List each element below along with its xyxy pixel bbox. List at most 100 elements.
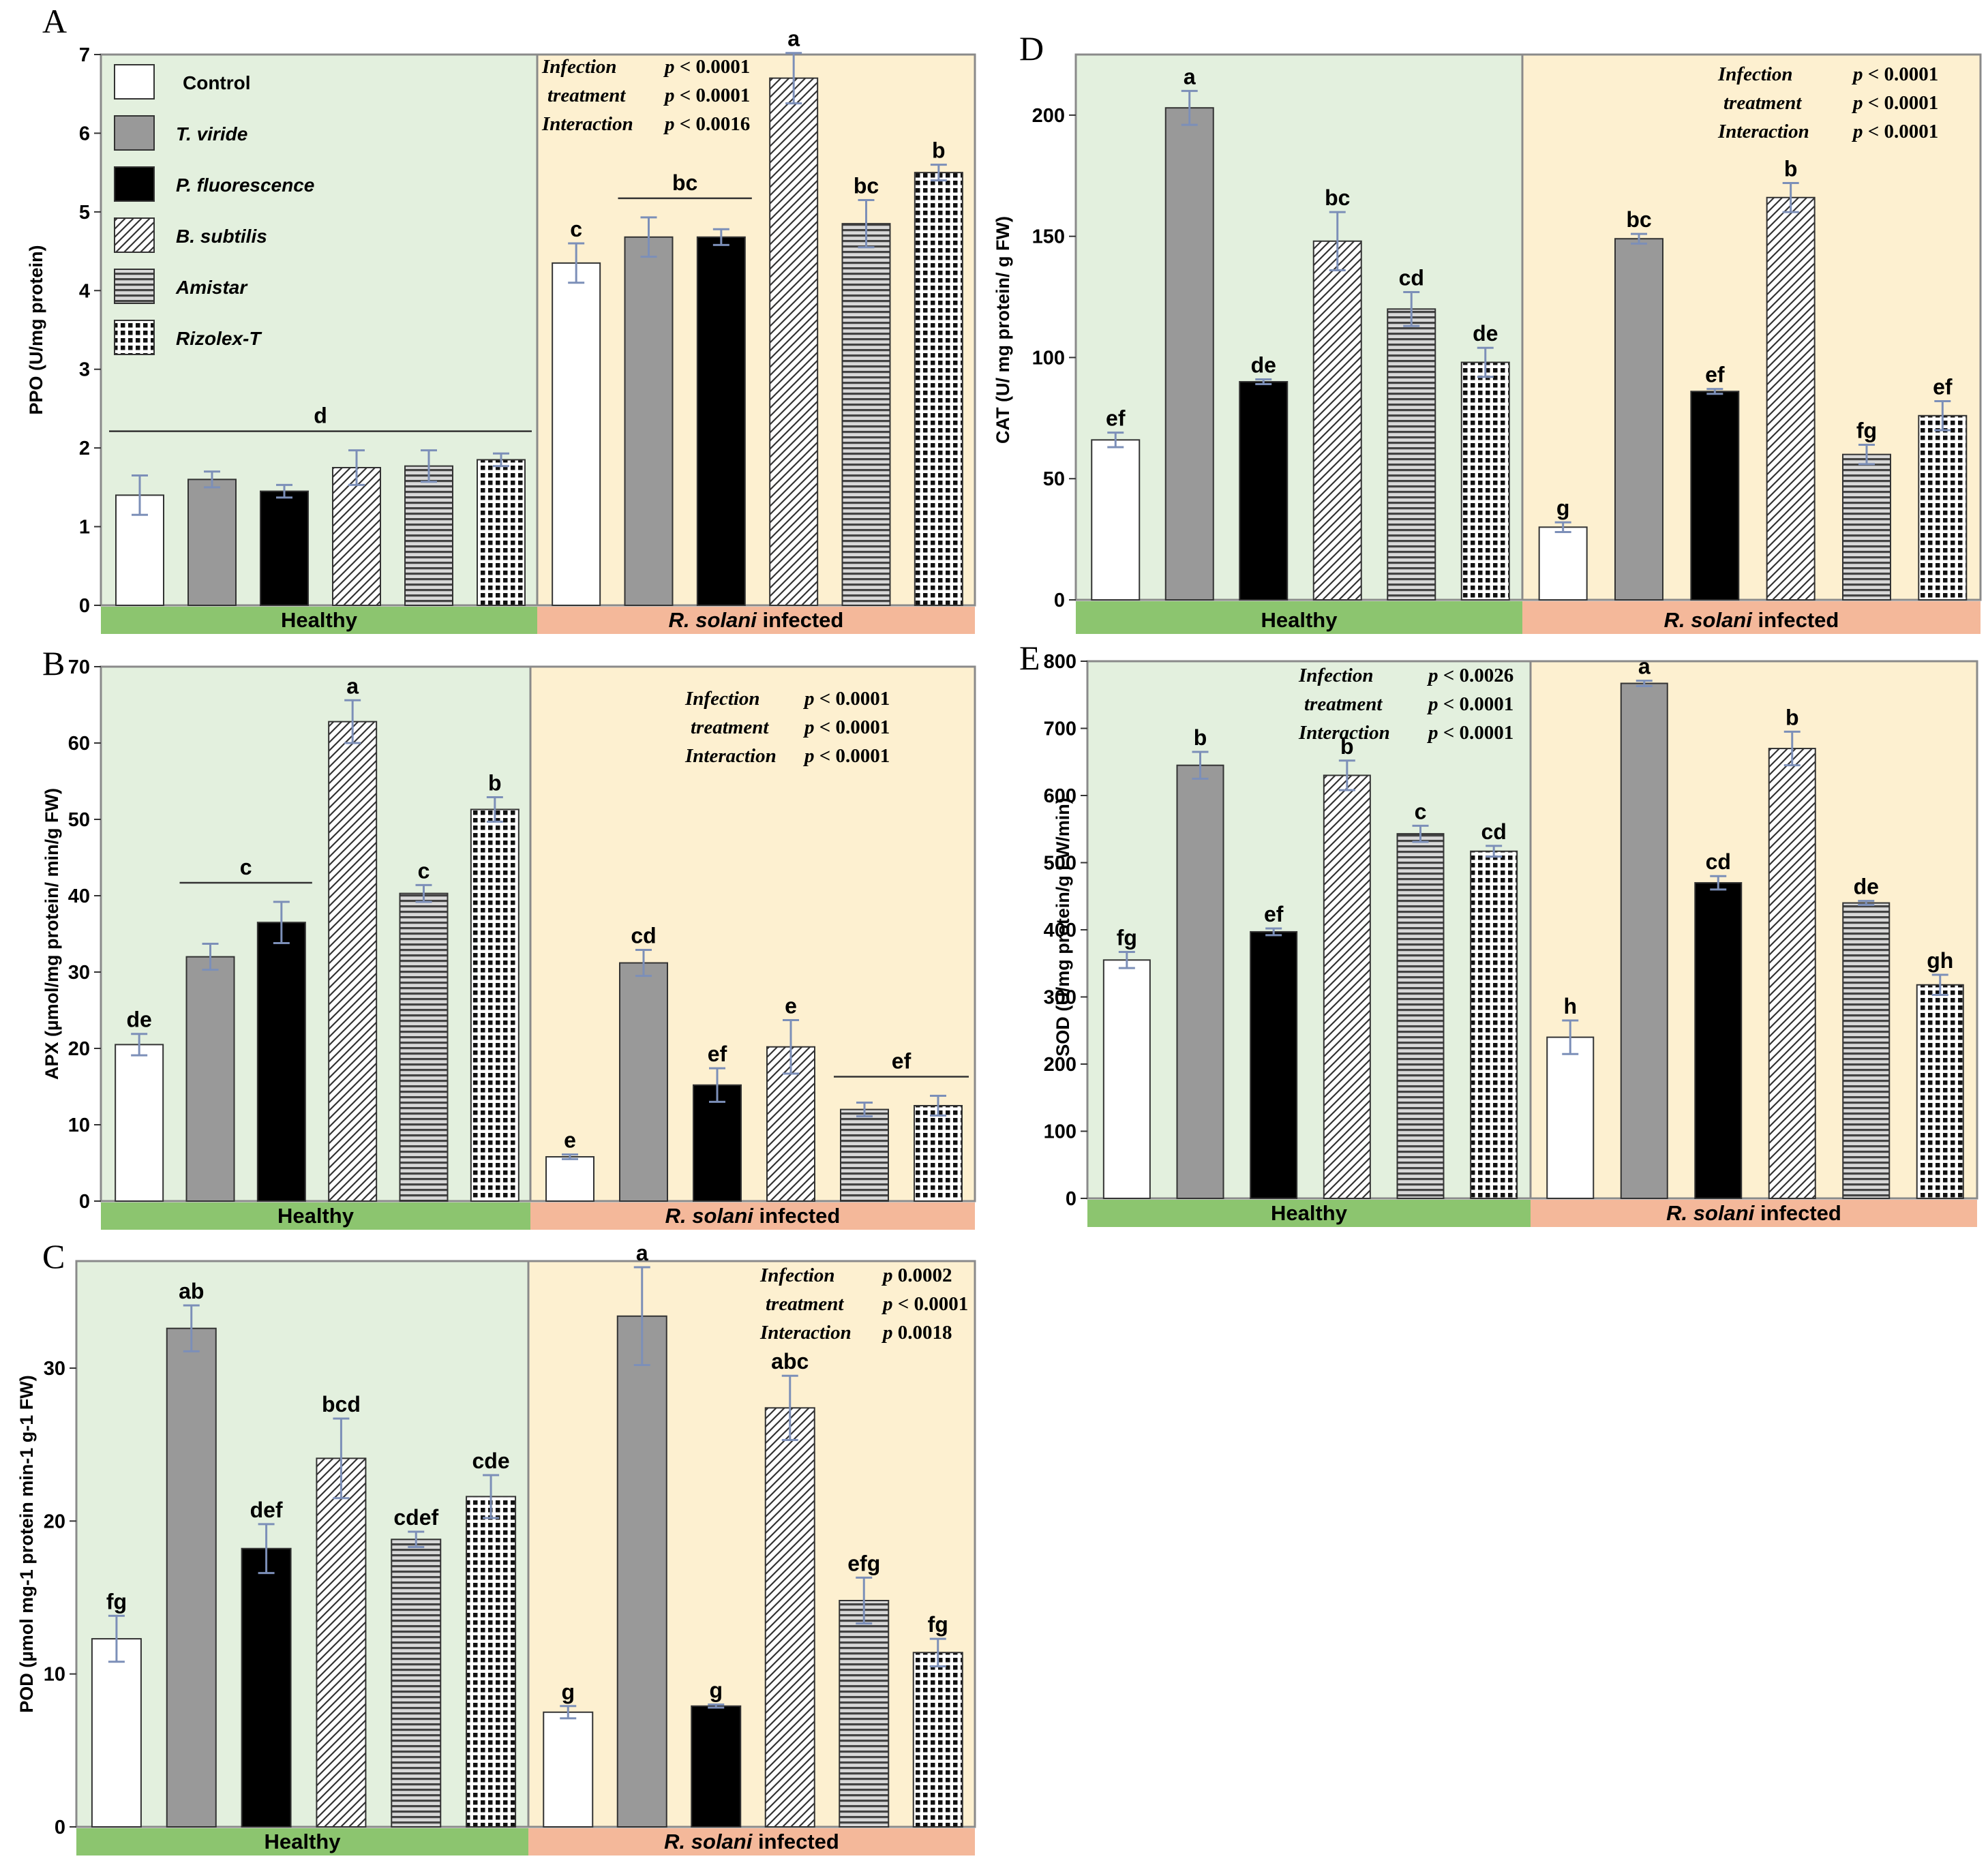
significance-letter: bc — [854, 174, 879, 198]
significance-letter: e — [564, 1128, 576, 1153]
panel-letter: E — [1019, 639, 1040, 677]
healthy-group-label: Healthy — [1271, 1201, 1348, 1225]
y-tick-label: 10 — [44, 1664, 65, 1686]
bar — [1396, 833, 1445, 1199]
y-tick-label: 0 — [79, 595, 90, 617]
y-tick-label: 7 — [79, 44, 90, 66]
y-tick-label: 700 — [1044, 718, 1076, 740]
significance-letter: de — [1473, 321, 1498, 346]
bar — [470, 808, 519, 1202]
infected-group-label: R. solani infected — [1666, 1201, 1841, 1225]
y-tick-label: 100 — [1044, 1121, 1076, 1143]
bar — [1918, 414, 1968, 601]
significance-letter: ef — [708, 1042, 727, 1066]
healthy-strip — [101, 1202, 530, 1230]
legend-swatch — [114, 269, 155, 304]
group-significance-letter: bc — [672, 170, 697, 195]
bar — [332, 467, 381, 606]
healthy-group-label: Healthy — [265, 1830, 342, 1853]
stat-term: treatment — [547, 85, 626, 106]
legend-swatch — [114, 217, 155, 253]
stat-value: p < 0.0001 — [663, 56, 750, 78]
stat-term: Interaction — [1717, 121, 1809, 142]
significance-letter: ab — [179, 1279, 204, 1303]
significance-letter: fg — [928, 1612, 948, 1637]
bar — [115, 1044, 164, 1202]
stat-term: treatment — [1304, 693, 1383, 715]
stat-value: p < 0.0001 — [1851, 63, 1938, 85]
bar — [914, 1105, 963, 1202]
y-axis-label: APX (µmol/mg protein/ min/g FW) — [42, 788, 62, 1080]
bar — [841, 223, 891, 606]
y-tick-label: 50 — [1043, 468, 1065, 490]
bar — [477, 459, 526, 607]
bar — [1694, 882, 1743, 1200]
significance-letter: g — [561, 1680, 575, 1704]
infected-group-label: R. solani infected — [665, 1204, 841, 1228]
stat-value: p 0.0002 — [881, 1264, 952, 1286]
bar — [399, 892, 449, 1202]
bar — [696, 236, 746, 606]
significance-letter: bc — [1325, 185, 1350, 210]
significance-letter: b — [932, 138, 946, 163]
bar — [1460, 361, 1510, 601]
bar — [1538, 526, 1588, 601]
bar — [693, 1084, 742, 1202]
significance-letter: cd — [1481, 819, 1506, 844]
infected-background — [1522, 55, 1981, 600]
bar — [166, 1327, 217, 1828]
stat-term: Interaction — [759, 1322, 852, 1344]
legend-swatch — [114, 115, 155, 151]
legend: Control T. viride P. fluorescence B. subtil… — [114, 64, 314, 355]
bar — [1916, 984, 1964, 1200]
bar — [616, 1315, 667, 1828]
significance-letter: a — [346, 673, 359, 698]
bar — [912, 1652, 963, 1828]
bar — [187, 479, 237, 606]
bar — [691, 1705, 742, 1828]
bar — [1387, 308, 1436, 601]
stat-term: Infection — [541, 56, 617, 78]
panel-b: Healthy R. solani infected 0 10 20 30 40 50 60 70… — [42, 644, 976, 1230]
y-axis-label: POD (µmol mg-1 protein min-1 g-1 FW) — [16, 1375, 37, 1713]
bar — [1323, 774, 1371, 1199]
bar — [1239, 381, 1289, 601]
bar — [545, 1156, 594, 1202]
y-tick-label: 30 — [68, 962, 90, 984]
bar — [619, 962, 668, 1202]
healthy-background — [101, 667, 530, 1201]
panel-e: Healthy R. solani infected 0 100 200 300 400 50… — [1019, 639, 1978, 1227]
y-tick-label: 800 — [1044, 651, 1076, 673]
y-tick-label: 5 — [79, 202, 90, 224]
infected-group-label: R. solani infected — [1664, 608, 1839, 632]
healthy-strip — [76, 1828, 528, 1856]
significance-letter: g — [709, 1678, 723, 1703]
y-tick-label: 400 — [1044, 920, 1076, 941]
stat-value: p < 0.0001 — [802, 745, 890, 767]
bar — [1091, 439, 1141, 601]
significance-letter: h — [1563, 994, 1577, 1018]
bar — [1312, 240, 1362, 601]
infected-strip — [530, 1202, 975, 1230]
y-tick-label: 500 — [1044, 853, 1076, 875]
significance-letter: efg — [847, 1551, 880, 1575]
significance-letter: a — [787, 27, 800, 51]
panel-d: Healthy R. solani infected 0 50 100 150 200 CAT… — [993, 29, 1982, 634]
infected-strip — [537, 607, 975, 634]
infected-group-label: R. solani infected — [669, 608, 844, 632]
stat-value: p < 0.0001 — [1426, 693, 1513, 715]
legend-swatch — [114, 320, 155, 355]
bar — [241, 1547, 292, 1828]
bar — [1164, 107, 1214, 601]
bar — [552, 262, 601, 606]
bar — [1614, 238, 1663, 601]
healthy-strip — [1076, 601, 1522, 634]
y-tick-label: 1 — [79, 517, 90, 539]
panel-letter: C — [42, 1237, 65, 1275]
panel-letter: D — [1019, 29, 1044, 67]
plot-frame — [100, 665, 976, 1202]
significance-letter: g — [1556, 496, 1570, 520]
infected-strip — [528, 1828, 975, 1856]
healthy-group-label: Healthy — [281, 608, 358, 632]
